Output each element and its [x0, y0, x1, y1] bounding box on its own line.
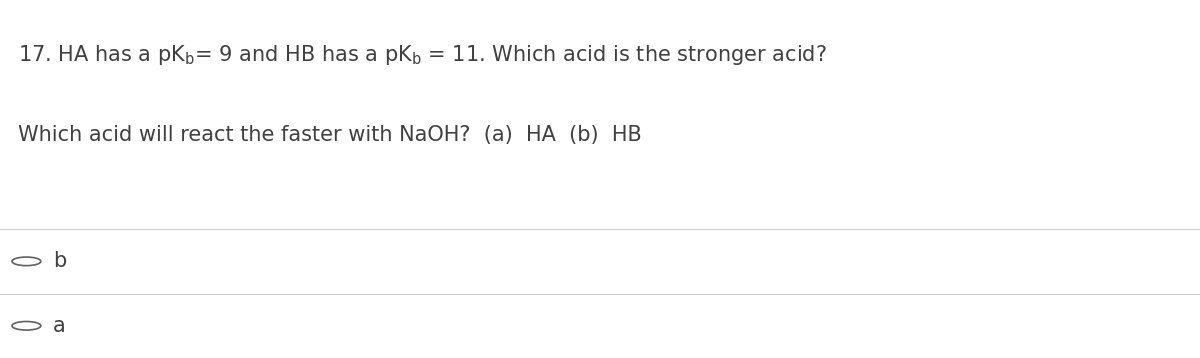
Text: a: a [53, 316, 66, 336]
Text: Which acid will react the faster with NaOH?  (a)  HA  (b)  HB: Which acid will react the faster with Na… [18, 125, 642, 145]
Text: b: b [53, 251, 66, 271]
Text: 17. HA has a pK$_\mathregular{b}$= 9 and HB has a pK$_\mathregular{b}$ = 11. Whi: 17. HA has a pK$_\mathregular{b}$= 9 and… [18, 43, 827, 67]
